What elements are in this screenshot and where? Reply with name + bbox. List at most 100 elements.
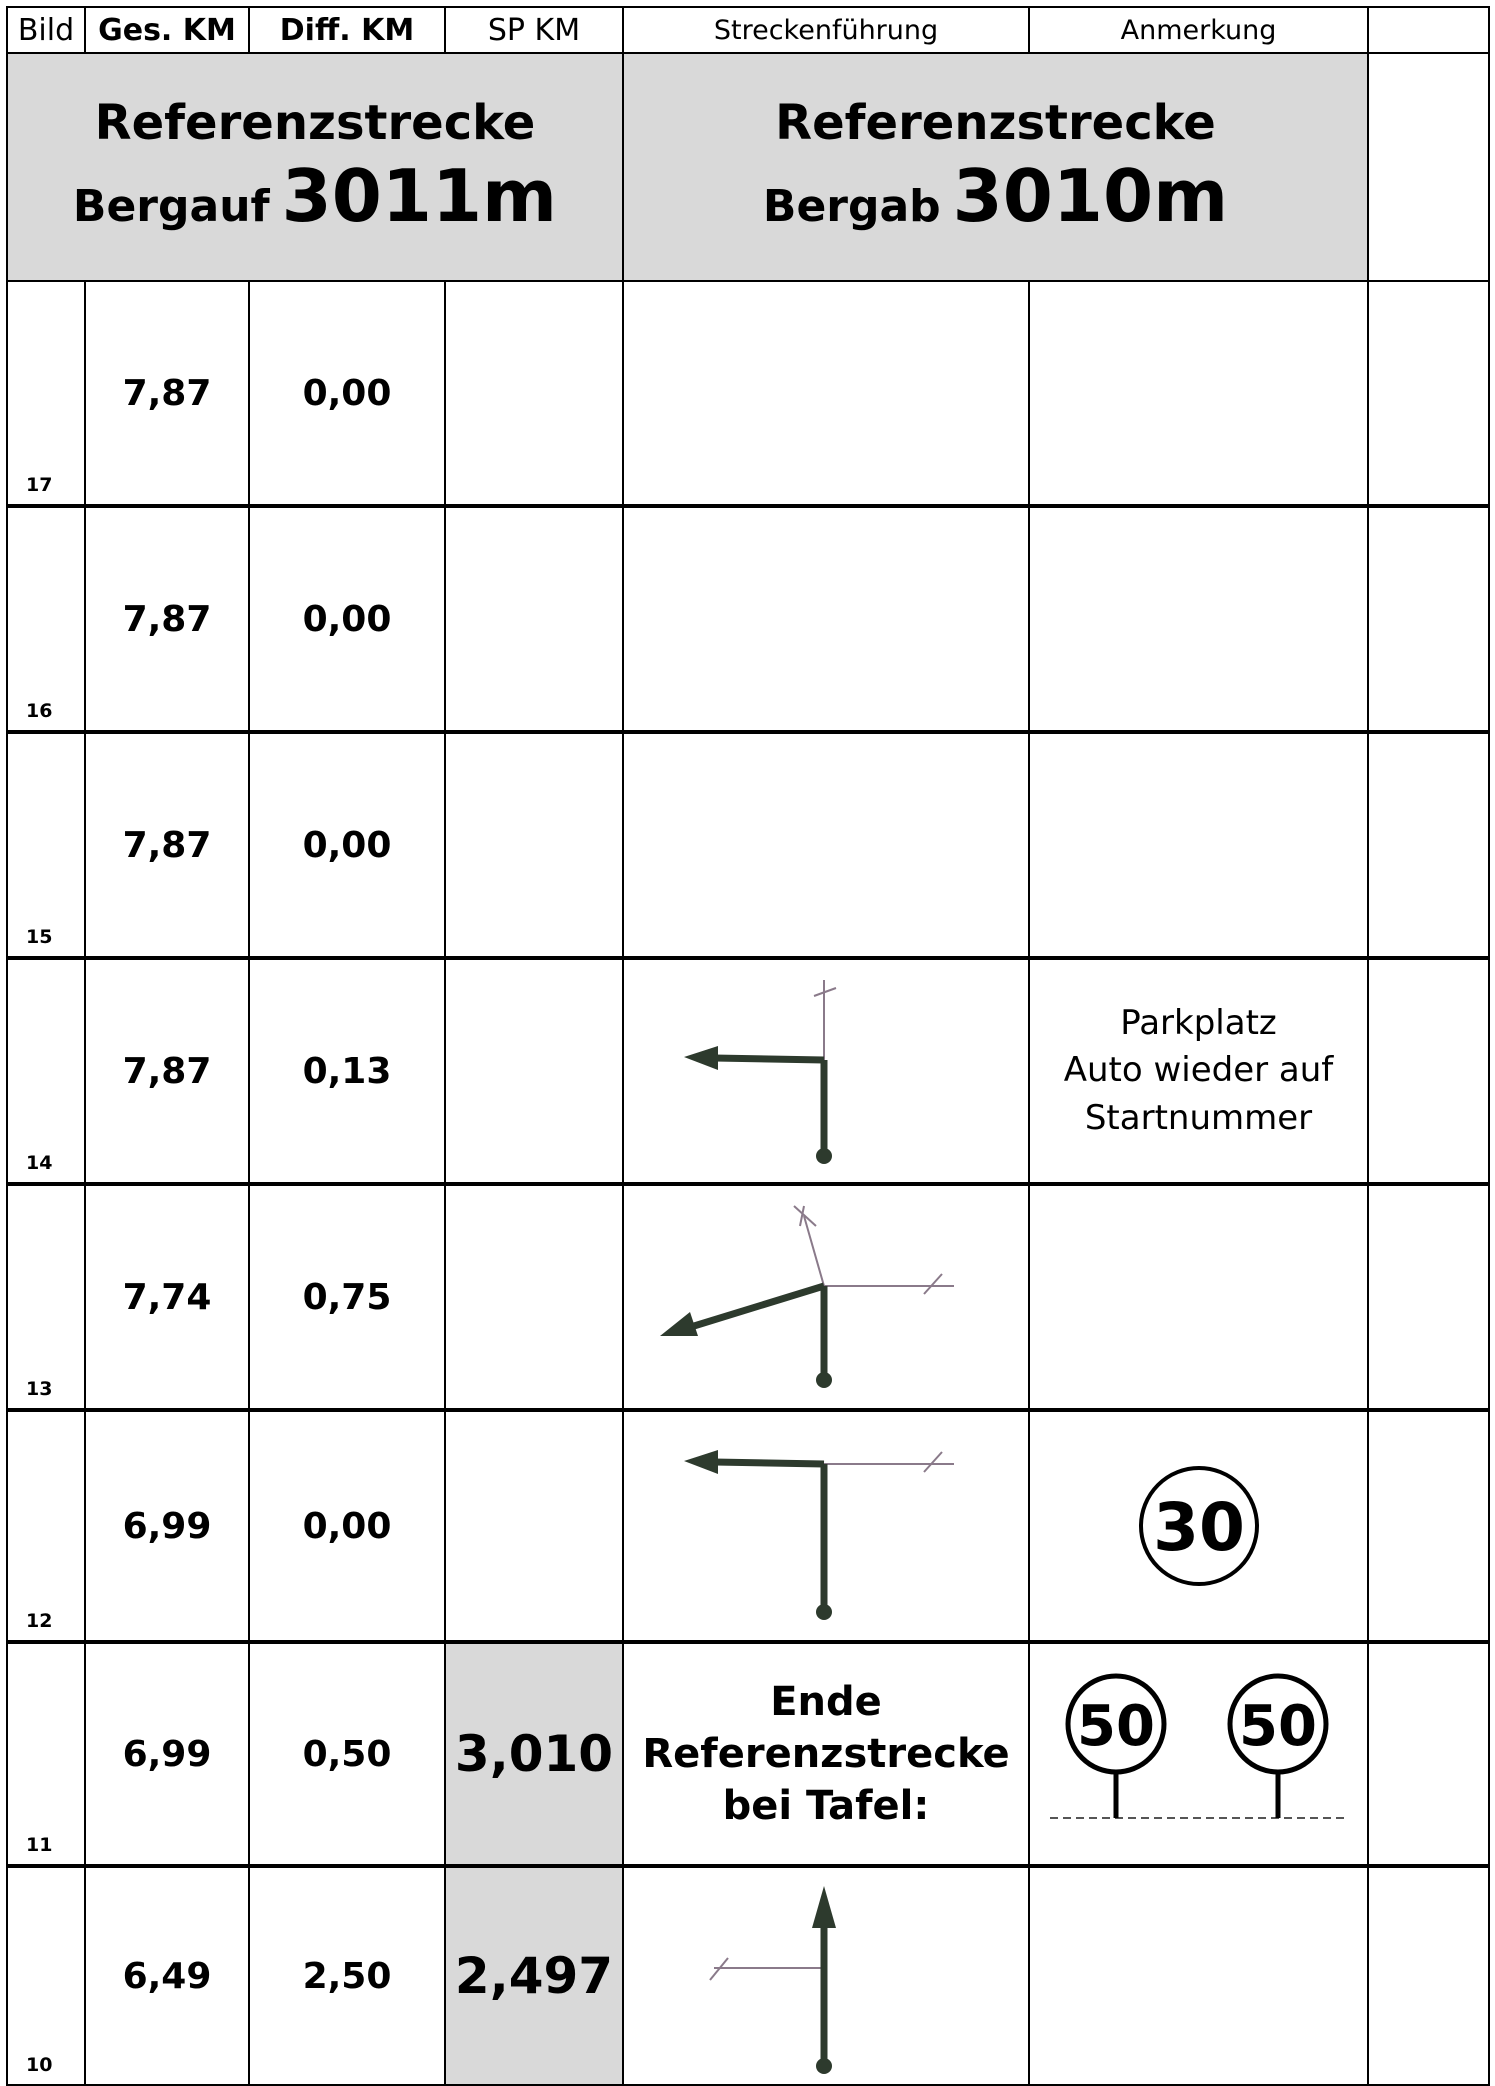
note-cell: 50 50	[1028, 1642, 1369, 1866]
bild-number: 14	[26, 1152, 53, 1174]
note-cell	[1028, 1866, 1369, 2086]
diff-km-value: 0,00	[302, 598, 392, 640]
diff-km-value: 0,75	[302, 1276, 392, 1318]
table-row: 15 7,87 0,00	[6, 732, 1490, 960]
table-row: 16 7,87 0,00	[6, 506, 1490, 734]
diff-km-cell: 0,13	[248, 958, 446, 1184]
table-row: 17 7,87 0,00	[6, 280, 1490, 508]
reference-distance: 3011m	[281, 153, 558, 238]
bear-left-icon	[660, 1205, 954, 1388]
extra-cell	[1367, 280, 1490, 506]
diff-km-value: 0,00	[302, 1505, 392, 1547]
table-row: 12 6,99 0,00 30	[6, 1410, 1490, 1644]
sp-km-cell	[444, 506, 624, 732]
note-cell: 30	[1028, 1410, 1369, 1642]
ges-km-cell: 6,99	[84, 1410, 250, 1642]
note-cell	[1028, 1184, 1369, 1410]
extra-cell	[1367, 1642, 1490, 1866]
header-diff-km: Diff. KM	[248, 6, 446, 54]
bild-number: 11	[26, 1834, 53, 1856]
turn-left-icon	[684, 1450, 954, 1620]
table-row: 13 7,74 0,75	[6, 1184, 1490, 1412]
sp-km-cell	[444, 958, 624, 1184]
route-cell	[622, 280, 1030, 506]
ges-km-value: 6,49	[122, 1955, 212, 1997]
sp-km-value: 2,497	[454, 1947, 614, 2005]
bild-number: 12	[26, 1610, 53, 1632]
roadbook-sheet: Bild Ges. KM Diff. KM SP KM Streckenführ…	[6, 6, 1490, 2086]
diff-km-cell: 0,00	[248, 732, 446, 958]
route-cell	[622, 732, 1030, 958]
note-cell	[1028, 506, 1369, 732]
bild-cell: 13	[6, 1184, 86, 1410]
bild-cell: 14	[6, 958, 86, 1184]
ges-km-cell: 7,74	[84, 1184, 250, 1410]
ges-km-value: 7,87	[122, 1050, 212, 1092]
diff-km-value: 0,50	[302, 1733, 392, 1775]
route-text-line: Referenzstrecke	[642, 1731, 1010, 1777]
reference-title: Referenzstrecke	[775, 95, 1216, 151]
diff-km-cell: 0,50	[248, 1642, 446, 1866]
ges-km-value: 7,74	[122, 1276, 212, 1318]
speed-limit-sign-icon: 30	[1138, 1466, 1259, 1586]
sp-km-cell	[444, 280, 624, 506]
speed-limit-value: 50	[1239, 1694, 1317, 1759]
route-text-line: Ende	[770, 1679, 882, 1725]
reference-extra	[1367, 52, 1490, 282]
bild-number: 15	[26, 926, 53, 948]
ges-km-cell: 7,87	[84, 958, 250, 1184]
bild-number: 13	[26, 1378, 53, 1400]
route-cell: Ende Referenzstrecke bei Tafel:	[622, 1642, 1030, 1866]
bild-cell: 17	[6, 280, 86, 506]
header-streckenfuehrung: Streckenführung	[622, 6, 1030, 54]
note-line: Parkplatz	[1120, 1002, 1277, 1043]
ges-km-cell: 6,49	[84, 1866, 250, 2086]
reference-direction: Bergab	[762, 180, 941, 232]
header-sp-km: SP KM	[444, 6, 624, 54]
route-cell	[622, 958, 1030, 1184]
diff-km-value: 0,00	[302, 824, 392, 866]
speed-limit-value: 30	[1153, 1489, 1245, 1566]
bild-cell: 12	[6, 1410, 86, 1642]
ges-km-cell: 6,99	[84, 1642, 250, 1866]
diff-km-value: 0,13	[302, 1050, 392, 1092]
header-bild: Bild	[6, 6, 86, 54]
ges-km-cell: 7,87	[84, 732, 250, 958]
reference-direction: Bergauf	[72, 180, 270, 232]
ges-km-value: 7,87	[122, 598, 212, 640]
header-ges-km: Ges. KM	[84, 6, 250, 54]
route-cell	[622, 1184, 1030, 1410]
bild-cell: 15	[6, 732, 86, 958]
diff-km-cell: 2,50	[248, 1866, 446, 2086]
diff-km-cell: 0,00	[248, 506, 446, 732]
route-text-line: bei Tafel:	[722, 1783, 930, 1829]
note-cell	[1028, 280, 1369, 506]
extra-cell	[1367, 1866, 1490, 2086]
note-line: Auto wieder auf	[1063, 1050, 1334, 1091]
bild-cell: 16	[6, 506, 86, 732]
sp-km-value: 3,010	[454, 1725, 614, 1783]
bild-number: 17	[26, 474, 53, 496]
ges-km-value: 6,99	[122, 1505, 212, 1547]
header-anmerkung: Anmerkung	[1028, 6, 1369, 54]
reference-bergauf: Referenzstrecke Bergauf 3011m	[6, 52, 624, 282]
reference-distance: 3010m	[952, 153, 1229, 238]
bild-cell: 11	[6, 1642, 86, 1866]
note-cell	[1028, 732, 1369, 958]
route-cell	[622, 1866, 1030, 2086]
route-cell	[622, 1410, 1030, 1642]
extra-cell	[1367, 1184, 1490, 1410]
ges-km-value: 6,99	[122, 1733, 212, 1775]
speed-limit-value: 50	[1077, 1694, 1155, 1759]
diff-km-value: 0,00	[302, 372, 392, 414]
bild-number: 10	[26, 2054, 53, 2076]
ges-km-value: 7,87	[122, 824, 212, 866]
diff-km-cell: 0,00	[248, 280, 446, 506]
sp-km-cell: 3,010	[444, 1642, 624, 1866]
note-line: Startnummer	[1084, 1097, 1313, 1138]
sp-km-cell	[444, 1184, 624, 1410]
ges-km-cell: 7,87	[84, 506, 250, 732]
reference-title: Referenzstrecke	[94, 95, 536, 151]
extra-cell	[1367, 958, 1490, 1184]
bild-cell: 10	[6, 1866, 86, 2086]
